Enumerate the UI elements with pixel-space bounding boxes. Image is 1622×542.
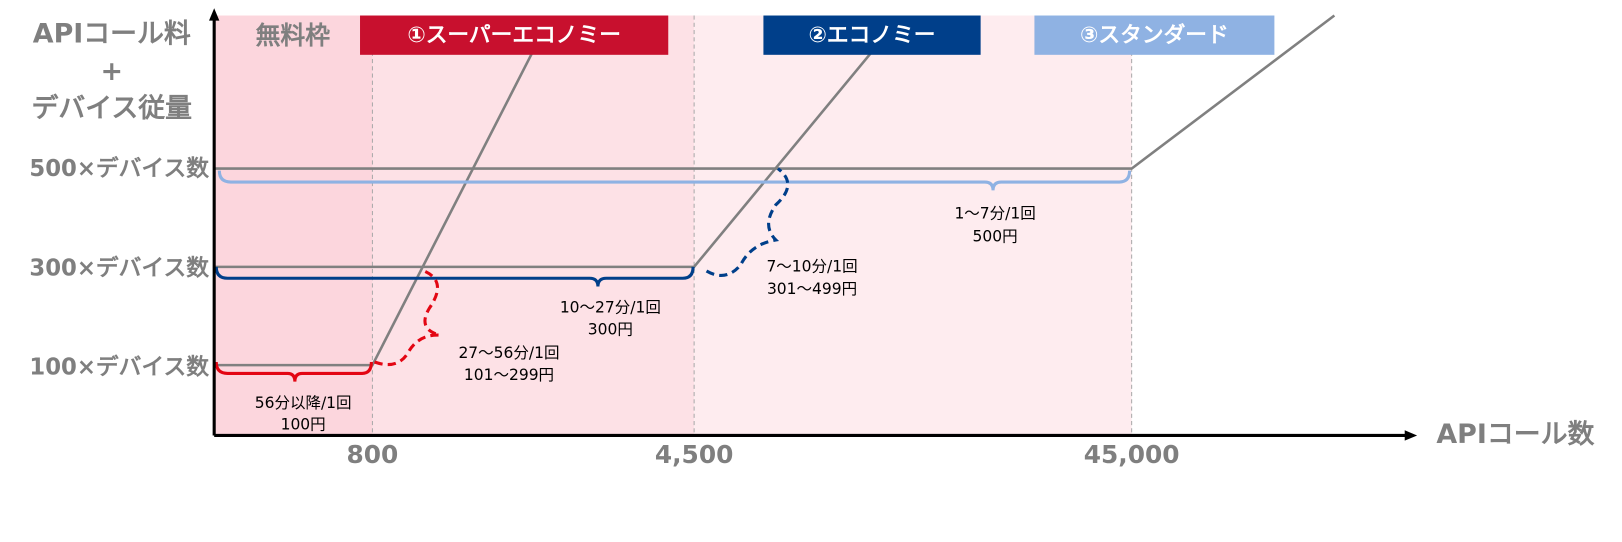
note: 100円 [281, 416, 326, 434]
plan-box [763, 15, 981, 55]
y-title: デバイス従量 [32, 92, 193, 124]
note: 301〜499円 [767, 280, 857, 298]
cost-line [214, 14, 1336, 170]
zone-economy [694, 15, 1132, 436]
plan-label: ③スタンダード [1080, 22, 1229, 48]
x-label: 4,500 [655, 440, 733, 469]
note: 101〜299円 [464, 366, 554, 384]
note: 500円 [973, 227, 1018, 245]
free-tier: 無料枠 [256, 21, 331, 50]
x-label: 45,000 [1084, 440, 1180, 469]
note: 7〜10分/1回 [766, 257, 857, 275]
dashed-brace [705, 167, 790, 278]
dashed-brace [373, 269, 441, 367]
brace [214, 361, 373, 382]
note: 27〜56分/1回 [458, 344, 559, 362]
note: 10〜27分/1回 [560, 299, 661, 317]
brace [217, 170, 1132, 191]
y-title: + [101, 56, 124, 87]
x-title: APIコール数 [1436, 419, 1594, 450]
y-arrow [209, 8, 220, 21]
x-arrow [1404, 430, 1418, 441]
note: 56分以降/1回 [255, 394, 352, 412]
plan-box [360, 15, 669, 55]
brace [214, 266, 695, 287]
note: 300円 [588, 320, 633, 338]
note: 1〜7分/1回 [954, 205, 1035, 223]
x-label: 800 [347, 440, 399, 469]
plan-box [1034, 15, 1275, 55]
zone-super [372, 15, 695, 436]
plan-label: ①スーパーエコノミー [407, 23, 621, 48]
y-label: 300×デバイス数 [29, 254, 209, 281]
y-title: APIコール料 [33, 19, 191, 50]
y-label: 100×デバイス数 [29, 354, 209, 381]
plan-label: ②エコノミー [809, 23, 936, 48]
y-label: 500×デバイス数 [29, 155, 209, 182]
